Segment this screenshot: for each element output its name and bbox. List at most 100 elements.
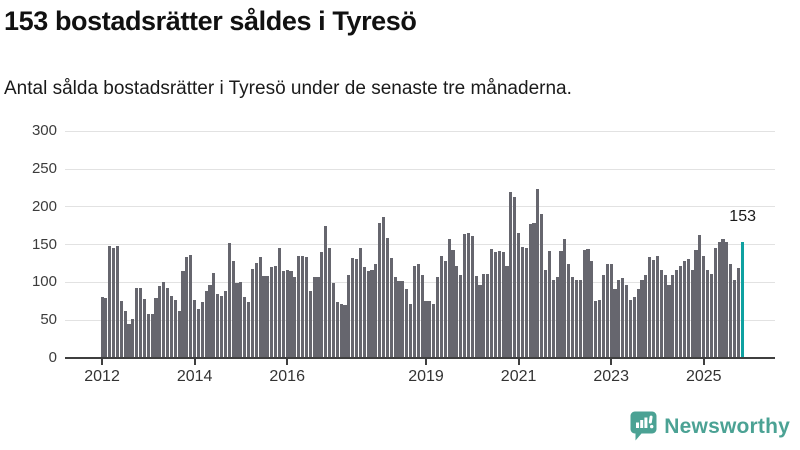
bar: [470, 235, 474, 358]
bar: [455, 265, 459, 358]
bar: [632, 296, 636, 358]
bar: [501, 252, 505, 358]
y-axis-tick-label: 200: [31, 197, 57, 215]
bar: [366, 271, 370, 358]
bar: [208, 285, 212, 358]
bar: [690, 269, 694, 358]
bar: [358, 247, 362, 358]
bar: [146, 314, 150, 358]
bar: [119, 301, 123, 358]
bar: [393, 277, 397, 358]
x-axis-tick-2019: [425, 359, 428, 365]
bar: [409, 303, 413, 358]
bar: [698, 234, 702, 358]
gridline-y200: [65, 206, 775, 208]
bar: [385, 237, 389, 358]
bar: [212, 272, 216, 358]
bar: [439, 255, 443, 358]
bar: [679, 265, 683, 358]
bar: [150, 314, 154, 358]
bar: [605, 264, 609, 358]
bar: [601, 274, 605, 358]
y-axis-tick-label: 50: [40, 311, 57, 329]
bar: [582, 249, 586, 358]
bar: [220, 296, 224, 358]
x-axis-tick-label: 2012: [84, 368, 120, 385]
bar: [412, 265, 416, 358]
bar: [231, 260, 235, 358]
bar: [636, 289, 640, 358]
x-axis-line: [65, 357, 775, 359]
bar: [351, 258, 355, 358]
bar: [293, 277, 297, 358]
bar: [547, 250, 551, 358]
bar-chart: 0 50 100 150 200 250 300 2012 2014 2016 2019 2021 2…: [31, 122, 775, 385]
bar: [108, 246, 112, 358]
bar: [281, 271, 285, 358]
newsworthy-bubble-chart-icon: [630, 411, 657, 442]
gridline-y50: [65, 319, 775, 321]
bar: [401, 280, 405, 358]
x-axis-tick-label: 2021: [500, 368, 537, 385]
bar: [432, 303, 436, 358]
bar: [139, 288, 143, 358]
bar: [382, 216, 386, 358]
bar: [123, 311, 127, 358]
bar: [443, 260, 447, 358]
bar: [686, 258, 690, 358]
bar: [713, 248, 717, 358]
bar: [706, 269, 710, 358]
bar: [675, 269, 679, 358]
bar: [682, 261, 686, 358]
bar: [517, 233, 521, 358]
bar: [285, 270, 289, 358]
bar: [463, 234, 467, 358]
bar: [717, 241, 721, 358]
bar: [339, 303, 343, 358]
y-axis-tick-label: 100: [31, 273, 57, 291]
bar: [428, 300, 432, 358]
y-axis-tick-label: 150: [31, 235, 57, 253]
bar: [736, 268, 740, 358]
bar: [536, 189, 540, 358]
x-axis-tick-label: 2019: [408, 368, 444, 385]
bar: [482, 274, 486, 358]
y-axis-tick-label: 250: [31, 160, 57, 178]
page-title: 153 bostadsrätter såldes i Tyresö: [4, 6, 417, 36]
bar: [652, 259, 656, 358]
bar: [466, 232, 470, 358]
bar: [258, 257, 262, 358]
bar: [270, 267, 274, 358]
bar: [544, 270, 548, 358]
bar: [528, 224, 532, 358]
y-axis-tick-label: 0: [48, 349, 57, 366]
bar: [216, 293, 220, 358]
bar: [289, 271, 293, 358]
bar: [370, 270, 374, 358]
bar: [709, 274, 713, 358]
x-axis-tick-label: 2016: [269, 368, 305, 385]
bar: [266, 275, 270, 358]
bar: [154, 297, 158, 358]
bar: [389, 258, 393, 358]
bar: [227, 243, 231, 358]
bar: [135, 288, 139, 358]
x-axis-tick-label: 2014: [176, 368, 213, 385]
bar: [490, 249, 494, 358]
bar: [513, 197, 517, 358]
bar: [520, 246, 524, 358]
bar: [301, 255, 305, 358]
bar: [733, 280, 737, 358]
x-axis-tick-label: 2023: [593, 368, 629, 385]
bar: [277, 247, 282, 358]
x-axis-tick-2021: [517, 359, 520, 365]
x-axis-tick-2023: [610, 359, 613, 365]
bar: [621, 277, 625, 358]
gridline-y150: [65, 244, 775, 246]
bar-highlight-latest: [740, 242, 744, 358]
x-axis-tick-2025: [702, 359, 705, 365]
bar: [104, 298, 108, 358]
bar: [331, 283, 335, 358]
bar: [532, 222, 536, 358]
